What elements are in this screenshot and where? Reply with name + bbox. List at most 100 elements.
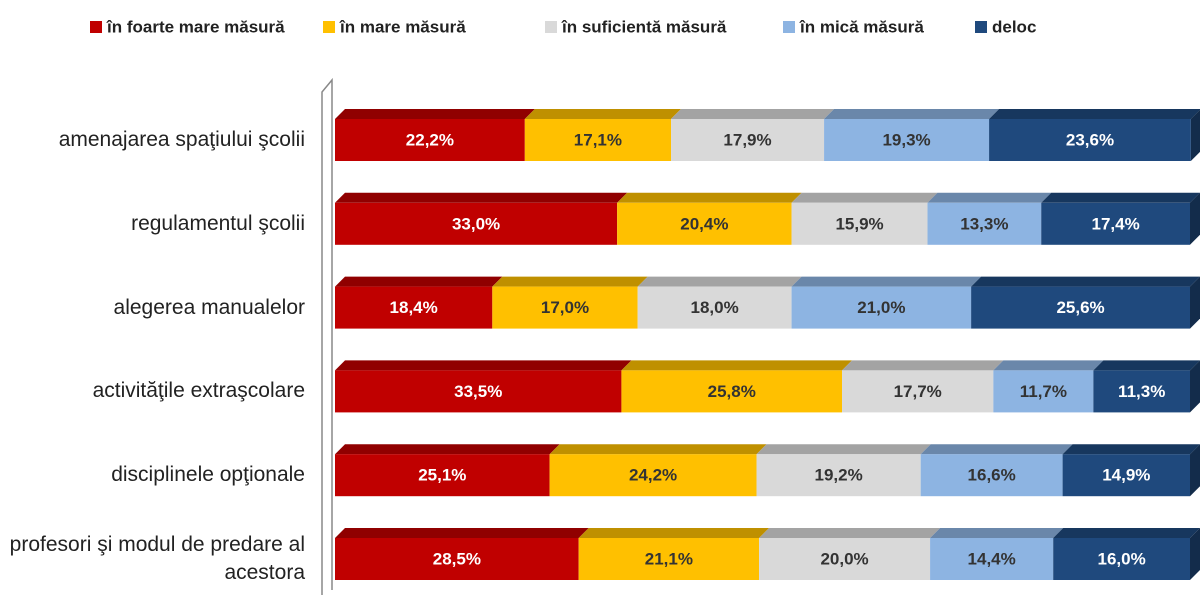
legend-swatch — [90, 21, 102, 33]
legend-label: în mare măsură — [339, 17, 466, 36]
bar — [1062, 454, 1190, 497]
value-label: 14,4% — [968, 549, 1016, 568]
bar — [335, 202, 618, 245]
value-label: 11,7% — [1020, 382, 1067, 401]
bar-top — [791, 276, 982, 287]
value-label: 11,3% — [1118, 382, 1165, 401]
bar — [927, 202, 1042, 245]
value-label: 20,4% — [680, 214, 728, 233]
bar-top — [671, 109, 835, 119]
bar — [335, 538, 579, 580]
value-label: 16,0% — [1097, 549, 1145, 568]
value-label: 17,4% — [1092, 214, 1140, 233]
value-label: 18,0% — [691, 298, 739, 317]
bar — [971, 286, 1190, 329]
category-label: activităţile extraşcolare — [92, 379, 305, 403]
value-label: 23,6% — [1066, 130, 1114, 149]
bar-top — [993, 360, 1104, 371]
value-label: 33,0% — [452, 214, 500, 233]
bar — [930, 538, 1054, 580]
bar — [637, 286, 792, 329]
value-label: 20,0% — [820, 549, 868, 568]
bar-top — [335, 109, 535, 119]
bar-top — [335, 444, 560, 455]
bar — [756, 454, 921, 497]
value-label: 17,1% — [574, 130, 622, 149]
value-label: 17,7% — [894, 382, 942, 401]
bar — [920, 454, 1063, 497]
bar-top — [1053, 528, 1200, 538]
legend-swatch — [545, 21, 557, 33]
bar — [1041, 202, 1190, 245]
value-label: 25,1% — [418, 466, 466, 485]
bar-side — [1190, 276, 1200, 329]
bar-top — [617, 192, 802, 203]
bar-top — [920, 444, 1073, 455]
bar — [617, 202, 792, 245]
legend-label: în suficientă măsură — [561, 17, 727, 36]
value-label: 25,8% — [708, 382, 756, 401]
category-label: amenajarea spaţiului şcolii — [58, 128, 305, 151]
bar — [335, 119, 525, 161]
bar — [993, 370, 1094, 413]
bar-top — [1062, 444, 1200, 455]
value-label: 14,9% — [1102, 466, 1150, 485]
category-label: profesori şi modul de predare al acestor… — [9, 533, 305, 584]
axis-wall — [321, 77, 333, 595]
bar — [492, 286, 638, 329]
value-label: 24,2% — [629, 466, 677, 485]
value-label: 28,5% — [433, 549, 481, 568]
bar — [671, 119, 825, 161]
value-label: 19,3% — [882, 130, 930, 149]
bar-side — [1190, 360, 1200, 413]
bar-top — [759, 528, 941, 538]
value-label: 25,6% — [1056, 298, 1104, 317]
bar — [989, 119, 1191, 161]
bar-top — [335, 192, 628, 203]
bar-top — [335, 360, 632, 371]
legend-label: în mică măsură — [799, 17, 924, 36]
value-label: 22,2% — [406, 130, 454, 149]
value-label: 17,9% — [723, 130, 771, 149]
bar-top — [791, 192, 938, 203]
value-label: 17,0% — [541, 298, 589, 317]
bar — [549, 454, 757, 497]
bar — [524, 119, 672, 161]
bar-top — [824, 109, 1000, 119]
bar-top — [549, 444, 767, 455]
bar — [335, 286, 493, 329]
legend-label: deloc — [992, 17, 1036, 36]
bar-side — [1190, 109, 1200, 161]
bar-top — [927, 192, 1052, 203]
bar-top — [756, 444, 931, 455]
value-label: 15,9% — [835, 214, 883, 233]
bar — [824, 119, 990, 161]
value-label: 13,3% — [960, 214, 1008, 233]
bar — [791, 202, 928, 245]
category-label: regulamentul şcolii — [131, 211, 305, 235]
bar-top — [1093, 360, 1200, 371]
bar-top — [971, 276, 1200, 287]
bar — [335, 454, 550, 497]
bar-top — [335, 276, 503, 287]
bar-top — [842, 360, 1004, 371]
bar — [842, 370, 994, 413]
bar-top — [1041, 192, 1200, 203]
bar-top — [637, 276, 802, 287]
bar — [578, 538, 760, 580]
bar — [335, 370, 622, 413]
value-label: 18,4% — [390, 298, 438, 317]
legend-label: în foarte mare măsură — [106, 17, 285, 36]
value-label: 21,0% — [857, 298, 905, 317]
legend-swatch — [323, 21, 335, 33]
value-label: 33,5% — [454, 382, 502, 401]
bar-side — [1190, 444, 1200, 497]
value-label: 16,6% — [968, 466, 1016, 485]
bar-side — [1190, 192, 1200, 245]
bar — [759, 538, 931, 580]
category-label: alegerea manualelor — [113, 295, 305, 319]
bar-top — [930, 528, 1064, 538]
bar — [1093, 370, 1190, 413]
bar — [791, 286, 972, 329]
